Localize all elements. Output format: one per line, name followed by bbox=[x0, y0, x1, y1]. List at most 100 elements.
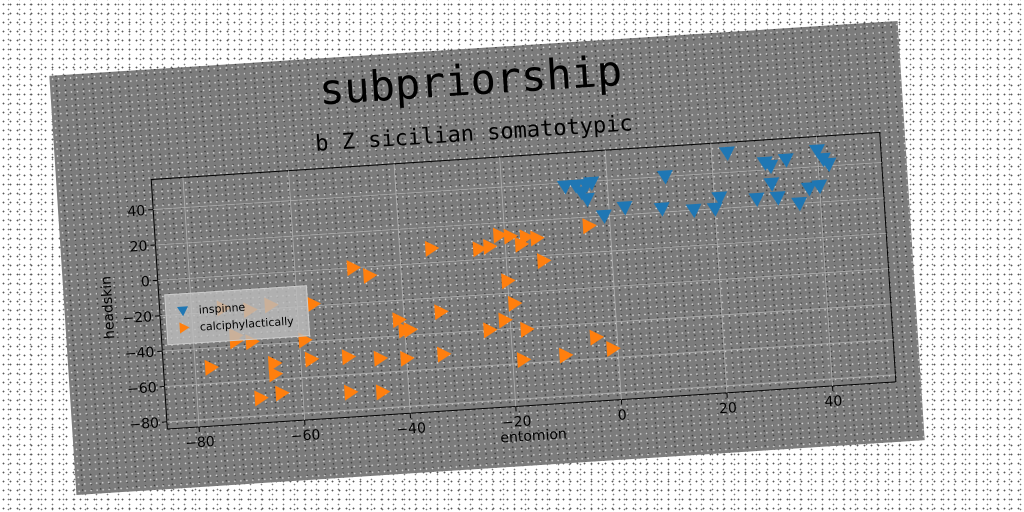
point-inspinne bbox=[718, 146, 735, 161]
point-calciphylactically bbox=[400, 350, 415, 367]
point-calciphylactically bbox=[306, 296, 321, 313]
legend-label: calciphylactically bbox=[199, 315, 294, 334]
point-inspinne bbox=[685, 203, 702, 219]
point-inspinne bbox=[748, 192, 765, 207]
x-grid-line bbox=[604, 150, 622, 400]
point-calciphylactically bbox=[530, 230, 545, 247]
y-grid-line bbox=[166, 374, 896, 423]
y-tick-label: −20 bbox=[122, 309, 153, 327]
point-calciphylactically bbox=[507, 295, 523, 312]
point-calciphylactically bbox=[254, 390, 269, 407]
point-inspinne bbox=[616, 201, 633, 216]
point-calciphylactically bbox=[472, 241, 488, 258]
point-calciphylactically bbox=[514, 236, 530, 253]
y-tick-label: 20 bbox=[129, 239, 148, 256]
point-inspinne bbox=[791, 196, 808, 212]
point-calciphylactically bbox=[503, 228, 519, 245]
point-inspinne bbox=[653, 202, 670, 217]
point-inspinne bbox=[808, 144, 825, 159]
y-tick-label: 40 bbox=[127, 203, 146, 220]
legend-marker-inspinne bbox=[177, 306, 188, 317]
legend-box bbox=[164, 285, 311, 346]
point-calciphylactically bbox=[344, 384, 359, 401]
point-calciphylactically bbox=[483, 238, 498, 255]
point-calciphylactically bbox=[424, 240, 440, 257]
point-inspinne bbox=[583, 176, 600, 192]
grid-lines bbox=[153, 136, 896, 427]
y-grid-line bbox=[157, 232, 887, 281]
point-calciphylactically bbox=[375, 384, 391, 401]
point-calciphylactically bbox=[267, 355, 283, 372]
point-calciphylactically bbox=[582, 218, 597, 235]
point-calciphylactically bbox=[204, 359, 220, 376]
chart-subtitle: b Z sicilian somatotypic bbox=[315, 111, 634, 156]
point-calciphylactically bbox=[436, 346, 452, 363]
y-axis-ticks: −80 −60 −40 −20 0 20 40 bbox=[122, 203, 167, 433]
point-inspinne bbox=[595, 209, 612, 224]
point-calciphylactically bbox=[606, 341, 621, 358]
point-inspinne bbox=[820, 157, 837, 173]
x-tick-label: 0 bbox=[617, 407, 627, 424]
y-grid-line bbox=[164, 339, 894, 387]
x-tick-label: −60 bbox=[290, 427, 321, 445]
point-inspinne bbox=[706, 202, 723, 217]
y-tick-label: −40 bbox=[124, 345, 155, 363]
x-tick-label: −80 bbox=[185, 434, 216, 452]
point-calciphylactically bbox=[341, 349, 357, 366]
y-axis-label: headskin bbox=[98, 276, 118, 340]
point-inspinne bbox=[567, 179, 584, 194]
point-calciphylactically bbox=[362, 267, 378, 284]
point-calciphylactically bbox=[516, 352, 532, 369]
point-calciphylactically bbox=[346, 260, 362, 277]
data-points bbox=[204, 144, 837, 407]
x-grid-line bbox=[393, 163, 411, 414]
x-axis-label: entomion bbox=[500, 426, 567, 446]
point-calciphylactically bbox=[501, 273, 516, 290]
y-tick-label: −60 bbox=[127, 380, 158, 398]
chart-title: subpriorship bbox=[318, 46, 624, 114]
x-grid-line bbox=[815, 136, 833, 386]
x-axis-ticks: −80 −60 −40 −20 0 20 40 bbox=[185, 385, 843, 452]
point-inspinne bbox=[762, 159, 779, 175]
point-calciphylactically bbox=[373, 350, 389, 367]
point-inspinne bbox=[573, 186, 590, 201]
point-calciphylactically bbox=[536, 253, 552, 270]
point-calciphylactically bbox=[558, 347, 574, 364]
y-grid-line bbox=[153, 162, 882, 210]
point-calciphylactically bbox=[304, 351, 320, 368]
point-calciphylactically bbox=[398, 322, 413, 339]
point-inspinne bbox=[578, 192, 595, 208]
point-inspinne bbox=[800, 181, 817, 197]
x-tick-label: 20 bbox=[719, 400, 738, 417]
plot-area: −80 −60 −40 −20 0 20 40 −80 −60 −40 −20 0 20 40 bbox=[122, 131, 897, 452]
chart-figure: subpriorship b Z sicilian somatotypic −8… bbox=[49, 21, 925, 495]
point-calciphylactically bbox=[520, 321, 535, 338]
x-tick-label: −20 bbox=[502, 413, 533, 431]
point-calciphylactically bbox=[392, 312, 407, 329]
x-tick-label: −40 bbox=[396, 420, 427, 438]
point-calciphylactically bbox=[434, 304, 449, 321]
legend-label: inspinne bbox=[198, 301, 245, 317]
x-grid-line bbox=[710, 143, 728, 393]
scatter-chart: subpriorship b Z sicilian somatotypic −8… bbox=[98, 46, 897, 452]
point-calciphylactically bbox=[483, 322, 498, 339]
point-inspinne bbox=[656, 169, 673, 185]
y-grid-line bbox=[155, 197, 884, 246]
point-calciphylactically bbox=[492, 227, 508, 244]
point-calciphylactically bbox=[498, 312, 513, 329]
point-inspinne bbox=[763, 177, 780, 192]
x-tick-label: 40 bbox=[824, 393, 843, 410]
y-tick-label: −80 bbox=[129, 415, 160, 433]
legend-marker-calciphylactically bbox=[179, 322, 190, 334]
y-tick-label: 0 bbox=[140, 274, 150, 291]
point-inspinne bbox=[711, 191, 728, 206]
point-calciphylactically bbox=[275, 385, 290, 402]
point-calciphylactically bbox=[268, 366, 284, 383]
point-inspinne bbox=[769, 191, 786, 206]
point-inspinne bbox=[556, 179, 573, 195]
plot-frame bbox=[150, 131, 897, 430]
point-inspinne bbox=[811, 179, 828, 195]
point-inspinne bbox=[777, 153, 794, 168]
point-calciphylactically bbox=[589, 329, 605, 346]
